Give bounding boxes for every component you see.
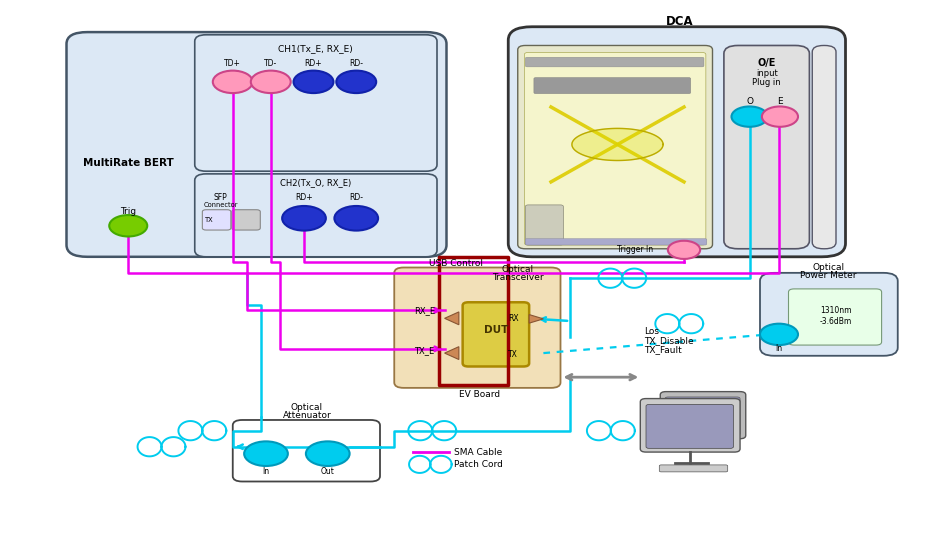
Circle shape	[109, 215, 147, 236]
FancyBboxPatch shape	[665, 397, 740, 435]
Text: O/E: O/E	[757, 58, 776, 68]
Circle shape	[732, 106, 768, 127]
Text: Optical: Optical	[502, 265, 534, 274]
Polygon shape	[445, 312, 459, 325]
Text: Power Meter: Power Meter	[800, 271, 857, 280]
FancyBboxPatch shape	[233, 420, 380, 482]
Text: TX: TX	[204, 217, 214, 223]
Text: RX_E: RX_E	[414, 306, 435, 315]
FancyBboxPatch shape	[195, 35, 437, 171]
Circle shape	[282, 206, 326, 231]
Text: RX: RX	[508, 315, 519, 323]
Text: DUT: DUT	[484, 325, 508, 335]
Text: TX_Fault: TX_Fault	[644, 346, 682, 354]
FancyBboxPatch shape	[463, 302, 529, 366]
Text: Attenuator: Attenuator	[282, 411, 332, 419]
FancyBboxPatch shape	[724, 45, 809, 249]
FancyBboxPatch shape	[525, 239, 707, 245]
Circle shape	[336, 71, 376, 93]
Polygon shape	[445, 347, 459, 360]
Text: Trig: Trig	[121, 207, 136, 216]
FancyBboxPatch shape	[534, 78, 691, 94]
FancyBboxPatch shape	[508, 27, 846, 257]
Text: RD+: RD+	[295, 194, 313, 202]
Text: SMA Cable: SMA Cable	[454, 448, 503, 456]
Text: DCA: DCA	[665, 15, 694, 28]
Circle shape	[294, 71, 333, 93]
Text: TX: TX	[508, 350, 518, 358]
Text: RD+: RD+	[305, 59, 322, 67]
Text: MultiRate BERT: MultiRate BERT	[83, 158, 174, 168]
Text: O: O	[746, 97, 753, 106]
Text: E: E	[777, 97, 783, 106]
Circle shape	[244, 441, 288, 466]
Text: In: In	[775, 345, 783, 353]
Text: CH1(Tx_E, RX_E): CH1(Tx_E, RX_E)	[278, 44, 352, 52]
Text: Transceiver: Transceiver	[492, 273, 543, 281]
Polygon shape	[529, 315, 543, 323]
FancyBboxPatch shape	[640, 399, 740, 452]
Circle shape	[251, 71, 291, 93]
FancyBboxPatch shape	[394, 268, 560, 388]
Text: input: input	[756, 70, 777, 78]
Text: CH2(Tx_O, RX_E): CH2(Tx_O, RX_E)	[280, 179, 352, 187]
Text: Los: Los	[644, 327, 659, 336]
Circle shape	[334, 206, 378, 231]
Text: TX_Disable: TX_Disable	[644, 337, 694, 345]
FancyBboxPatch shape	[518, 45, 712, 249]
Text: Out: Out	[321, 468, 334, 476]
FancyBboxPatch shape	[232, 210, 260, 230]
Text: Patch Cord: Patch Cord	[454, 460, 503, 469]
Text: Optical: Optical	[812, 263, 845, 272]
Circle shape	[306, 441, 350, 466]
Text: TD+: TD+	[224, 59, 241, 67]
FancyBboxPatch shape	[760, 273, 898, 356]
Text: SFP: SFP	[214, 194, 227, 202]
FancyBboxPatch shape	[195, 174, 437, 257]
Text: Trigger In: Trigger In	[617, 246, 653, 254]
Polygon shape	[572, 128, 663, 160]
Text: Connector: Connector	[203, 202, 238, 208]
Text: TX_E: TX_E	[414, 346, 435, 355]
Circle shape	[762, 106, 798, 127]
Circle shape	[213, 71, 253, 93]
Text: RD-: RD-	[350, 59, 363, 67]
Circle shape	[668, 241, 700, 259]
FancyBboxPatch shape	[524, 52, 706, 245]
FancyBboxPatch shape	[788, 289, 882, 345]
Text: RD-: RD-	[350, 194, 363, 202]
FancyBboxPatch shape	[660, 392, 746, 439]
Text: -3.6dBm: -3.6dBm	[820, 317, 852, 325]
FancyBboxPatch shape	[525, 57, 704, 67]
Text: Plug in: Plug in	[752, 79, 781, 87]
Text: In: In	[262, 468, 270, 476]
Text: 1310nm: 1310nm	[820, 306, 852, 315]
FancyBboxPatch shape	[812, 45, 836, 249]
FancyBboxPatch shape	[202, 210, 231, 230]
FancyBboxPatch shape	[66, 32, 446, 257]
Text: USB Control: USB Control	[429, 259, 484, 268]
FancyBboxPatch shape	[659, 465, 728, 472]
Text: EV Board: EV Board	[459, 391, 501, 399]
FancyBboxPatch shape	[646, 404, 733, 448]
Text: Optical: Optical	[291, 403, 323, 412]
Text: TD-: TD-	[264, 59, 277, 67]
Circle shape	[760, 324, 798, 345]
FancyBboxPatch shape	[525, 205, 563, 245]
